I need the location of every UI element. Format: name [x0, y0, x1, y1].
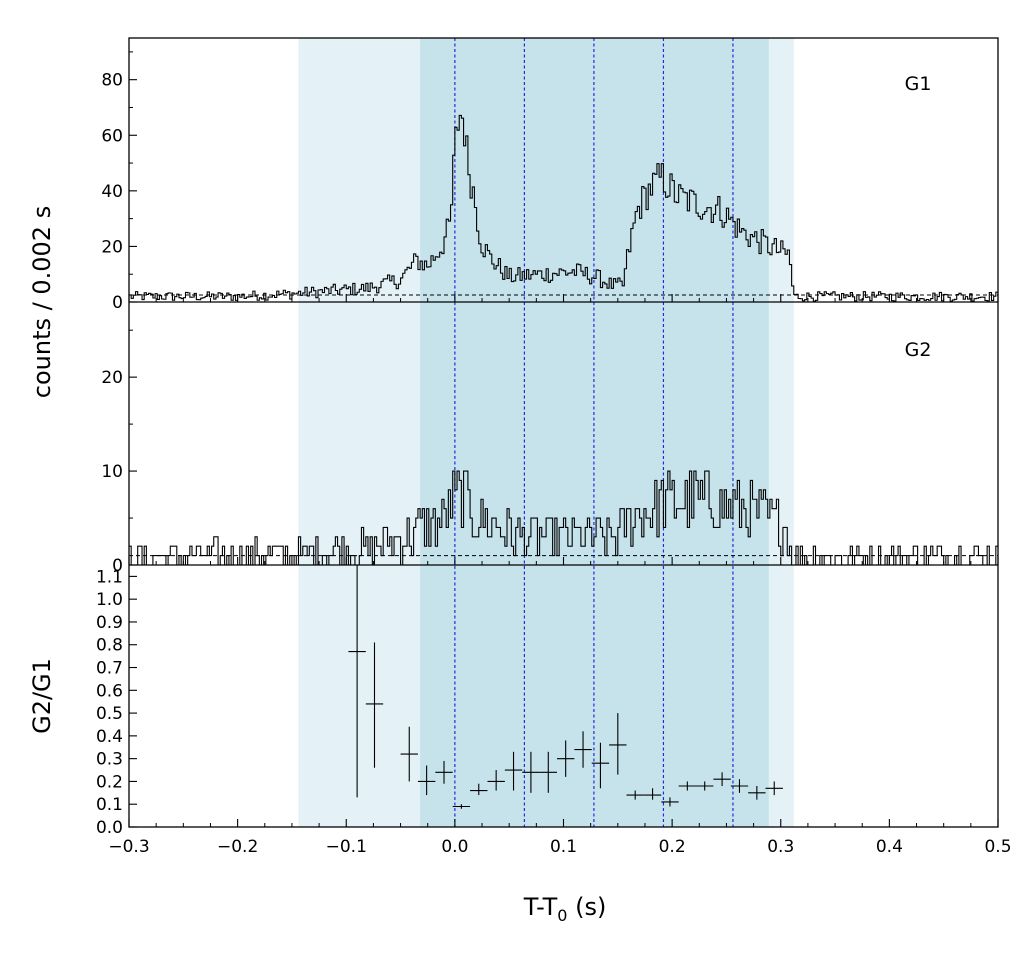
- ratio-point-15: [609, 713, 627, 775]
- x-axis-label: T-T0 (s): [523, 893, 607, 925]
- x-tick-label-8: 0.4: [876, 837, 903, 857]
- x-axis-label-unit: (s): [567, 893, 606, 921]
- ratio-point-1: [348, 565, 366, 798]
- x-tick-label-9: 0.5: [984, 837, 1011, 857]
- x-tick-label-2: −0.2: [217, 837, 258, 857]
- x-axis-label-subscript: 0: [557, 906, 567, 925]
- ratio-point-24: [765, 781, 783, 796]
- ratio-point-16: [626, 790, 644, 800]
- ratio-point-8: [487, 770, 505, 791]
- y-tick-label-g1-4: 60: [101, 126, 123, 146]
- y-tick-label-g2-g1-9: 0.8: [96, 636, 123, 656]
- y-tick-label-g2-g1-11: 1.0: [96, 590, 123, 610]
- ratio-point-4: [417, 765, 436, 796]
- ratio-point-14: [591, 742, 610, 789]
- axes: −0.3 −0.2 −0.1 0.0 0.1 0.2 0.3 0.4 0.50204060800…: [96, 37, 1012, 857]
- y-tick-label-g2-3: 20: [101, 368, 123, 388]
- y-tick-label-g2-g1-10: 0.9: [96, 613, 123, 633]
- ratio-point-18: [661, 797, 679, 807]
- y-tick-label-g1-2: 20: [101, 237, 123, 257]
- ratio-point-23: [748, 785, 766, 800]
- shaded-regions: [298, 38, 794, 827]
- x-tick-label-3: −0.1: [326, 837, 367, 857]
- y-tick-label-g2-g1-8: 0.7: [96, 659, 123, 679]
- y-tick-label-g2-g1-4: 0.3: [96, 750, 123, 770]
- ratio-point-5: [435, 760, 453, 784]
- ratio-point-7: [470, 783, 488, 796]
- ratio-point-6: [452, 804, 471, 809]
- interval-divider-lines: [454, 38, 734, 827]
- y-axis-label-counts: counts / 0.002 s: [28, 206, 56, 398]
- y-axis-label-ratio: G2/G1: [28, 658, 56, 734]
- histogram-g1: [129, 114, 998, 302]
- ratio-point-13: [574, 731, 592, 768]
- panel-label-g1: G1: [905, 73, 932, 95]
- y-tick-label-g2-g1-1: 0.0: [96, 818, 123, 838]
- x-tick-label-6: 0.2: [659, 837, 686, 857]
- y-tick-label-g2-2: 10: [101, 462, 123, 482]
- y-tick-label-g1-5: 80: [101, 71, 123, 91]
- ratio-point-2: [365, 642, 384, 768]
- ratio-point-10: [522, 751, 540, 793]
- x-tick-label-4: 0.0: [441, 837, 468, 857]
- ratio-point-20: [696, 781, 714, 791]
- panel-label-g2: G2: [905, 339, 932, 361]
- y-tick-label-g2-g1-2: 0.1: [96, 795, 123, 815]
- x-tick-label-7: 0.3: [767, 837, 794, 857]
- ratio-point-19: [678, 781, 697, 791]
- ratio-point-9: [504, 751, 523, 791]
- y-tick-label-g2-g1-12: 1.1: [96, 567, 123, 587]
- labels: G1 G2 counts / 0.002 s G2/G1 T-T0 (s): [28, 73, 931, 925]
- y-tick-label-g2-g1-5: 0.4: [96, 727, 123, 747]
- ratio-point-12: [556, 740, 575, 777]
- x-tick-label-1: −0.3: [108, 837, 149, 857]
- ratio-point-21: [713, 772, 731, 786]
- x-tick-label-5: 0.1: [550, 837, 577, 857]
- ratio-point-22: [730, 779, 749, 793]
- y-tick-label-g2-g1-7: 0.6: [96, 681, 123, 701]
- ratio-point-3: [400, 726, 418, 782]
- ratio-point-11: [539, 751, 557, 793]
- ratio-point-17: [643, 788, 662, 800]
- y-tick-label-g1-3: 40: [101, 182, 123, 202]
- y-tick-label-g2-1: 0: [112, 556, 123, 576]
- y-tick-label-g2-g1-6: 0.5: [96, 704, 123, 724]
- x-axis-label-main: T-T: [523, 893, 558, 921]
- y-tick-label-g2-g1-3: 0.2: [96, 772, 123, 792]
- y-tick-label-g1-1: 0: [112, 293, 123, 313]
